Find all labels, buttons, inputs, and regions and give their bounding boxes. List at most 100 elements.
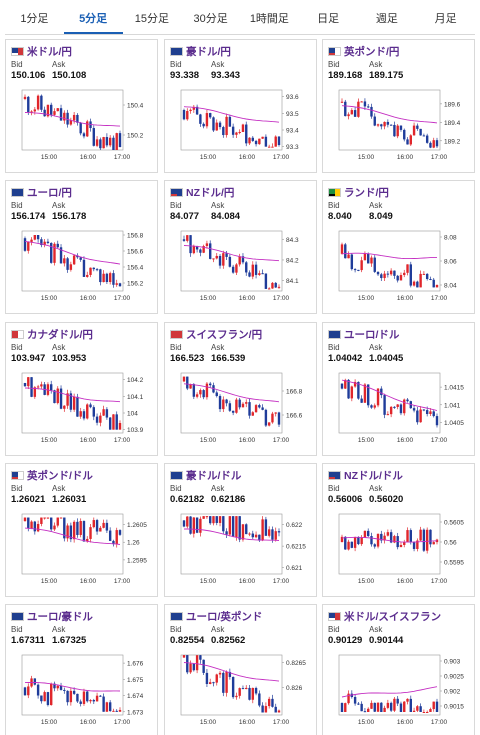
currency-pair-link[interactable]: NZドル/ドル [344,469,403,482]
candle-body [99,139,102,149]
candle-body [23,687,27,696]
currency-pair-link[interactable]: 英ポンド/円 [344,45,400,58]
currency-pair-link[interactable]: 米ドル/スイスフラン [344,610,442,623]
currency-card[interactable]: カナダドル/円 Bid Ask 103.947 103.953 103.9 104 104.1… [5,322,158,456]
tab-1分足[interactable]: 1分足 [20,13,49,25]
tab-15分足[interactable]: 15分足 [134,13,169,25]
currency-card[interactable]: NZドル/ドル Bid Ask 0.56006 0.56020 0.5595 0.56 0.5… [322,463,475,597]
tab-日足[interactable]: 日足 [317,13,340,25]
au-flag-icon [170,46,183,56]
candle-body [82,133,86,137]
candle-body [69,525,73,540]
candle-body [30,111,33,113]
candle-body [76,255,79,258]
candle-body [235,695,238,698]
currency-pair-link[interactable]: カナダドル/円 [27,328,93,341]
tab-5分足[interactable]: 5分足 [63,4,123,34]
currency-pair-link[interactable]: ユーロ/ドル [344,328,400,341]
candle-body [373,257,376,272]
currency-card[interactable]: NZドル/円 Bid Ask 84.077 84.084 84.1 84.2 84.3 15:0… [164,180,317,314]
candle-body [36,95,40,110]
candle-body [258,534,261,541]
currency-pair-link[interactable]: スイスフラン/円 [186,328,263,341]
candle-body [118,283,122,287]
y-tick-label: 1.676 [127,661,144,668]
currency-pair-link[interactable]: ユーロ/英ポンド [186,610,263,623]
candle-body [393,270,396,276]
currency-pair-link[interactable]: NZドル/円 [186,186,235,199]
currency-card[interactable]: ランド/円 Bid Ask 8.040 8.049 8.04 8.06 8.08 15:00 16… [322,180,475,314]
tab-1時間足[interactable]: 1時間足 [249,13,289,25]
candle-body [363,101,367,107]
bid-value: 166.523 [170,353,205,364]
currency-card[interactable]: 米ドル/スイスフラン Bid Ask 0.90129 0.90144 0.9015 0.90… [322,604,475,735]
bid-label: Bid [11,60,23,69]
currency-card[interactable]: 英ポンド/円 Bid Ask 189.168 189.175 189.2 189.4 189.… [322,39,475,173]
currency-pair-link[interactable]: 英ポンド/ドル [27,469,93,482]
currency-card[interactable]: 米ドル/円 Bid Ask 150.106 150.108 150.2 150.4 15:00… [5,39,158,173]
currency-pair-link[interactable]: ユーロ/円 [27,186,72,199]
currency-pair-link[interactable]: 豪ドル/円 [186,45,231,58]
currency-pair-link[interactable]: 豪ドル/ドル [186,469,242,482]
candle-body [347,379,350,399]
candle-body [399,125,403,130]
candle-body [102,137,105,149]
candle-body [95,695,99,702]
y-tick-label: 156.8 [127,233,144,240]
candle-body [112,710,115,712]
candle-body [432,701,435,710]
y-tick-label: 0.5605 [444,520,464,527]
currency-card[interactable]: 豪ドル/ドル Bid Ask 0.62182 0.62186 0.621 0.6215 0.6… [164,463,317,597]
candle-body [82,411,86,419]
candle-body [95,416,99,423]
currency-card[interactable]: ユーロ/豪ドル Bid Ask 1.67311 1.67325 1.673 1.674 1.6… [5,604,158,735]
y-tick-label: 1.673 [127,709,144,716]
currency-card[interactable]: 豪ドル/円 Bid Ask 93.338 93.343 93.3 93.4 93.5 93.6 1… [164,39,317,173]
x-tick-label: 16:00 [80,295,97,302]
candle-body [202,659,205,673]
candle-body [412,281,416,286]
candle-body [195,106,199,115]
candle-body [92,267,95,270]
ask-label: Ask [52,343,66,352]
tab-週足[interactable]: 週足 [375,13,398,25]
candle-body [271,282,274,289]
bid-label: Bid [170,484,182,493]
candle-body [50,243,53,263]
candle-body [367,384,370,406]
tab-月足[interactable]: 月足 [434,13,457,25]
candlestick-chart: 156.2 156.4 156.6 156.8 15:00 16:00 17:00 [21,230,144,302]
currency-card[interactable]: ユーロ/ドル Bid Ask 1.04042 1.04045 1.0405 1.041 1.0… [322,322,475,456]
candle-body [92,520,95,528]
candle-body [23,238,27,251]
currency-card[interactable]: ユーロ/英ポンド Bid Ask 0.82554 0.82562 0.826 0.8265 1… [164,604,317,735]
currency-pair-link[interactable]: ランド/円 [344,186,389,199]
currency-pair-link[interactable]: 米ドル/円 [27,45,72,58]
currency-card[interactable]: ユーロ/円 Bid Ask 156.174 156.178 156.2 156.4 156.6… [5,180,158,314]
bid-value: 1.04042 [328,353,363,364]
bid-label: Bid [328,201,340,210]
candle-body [277,136,281,145]
currency-pair-link[interactable]: ユーロ/豪ドル [27,610,93,623]
candle-body [380,274,383,279]
candle-body [105,273,109,283]
moving-average-line [341,252,437,260]
candle-body [235,264,238,273]
candle-body [192,384,196,397]
candle-body [251,533,254,538]
candle-body [212,682,215,684]
candle-body [56,685,59,689]
candle-body [215,255,218,259]
candle-body [212,258,215,260]
candle-body [102,696,105,712]
bid-value: 1.26021 [11,494,46,505]
currency-card[interactable]: スイスフラン/円 Bid Ask 166.523 166.539 166.6 166.8 15… [164,322,317,456]
currency-card[interactable]: 英ポンド/ドル Bid Ask 1.26021 1.26031 1.2595 1.26 1.2… [5,463,158,597]
tab-30分足[interactable]: 30分足 [193,13,228,25]
candle-body [383,707,386,712]
candle-body [76,693,79,702]
candle-body [99,527,102,532]
candle-body [27,96,30,113]
candle-body [399,544,403,548]
card-header: スイスフラン/円 [170,327,262,341]
